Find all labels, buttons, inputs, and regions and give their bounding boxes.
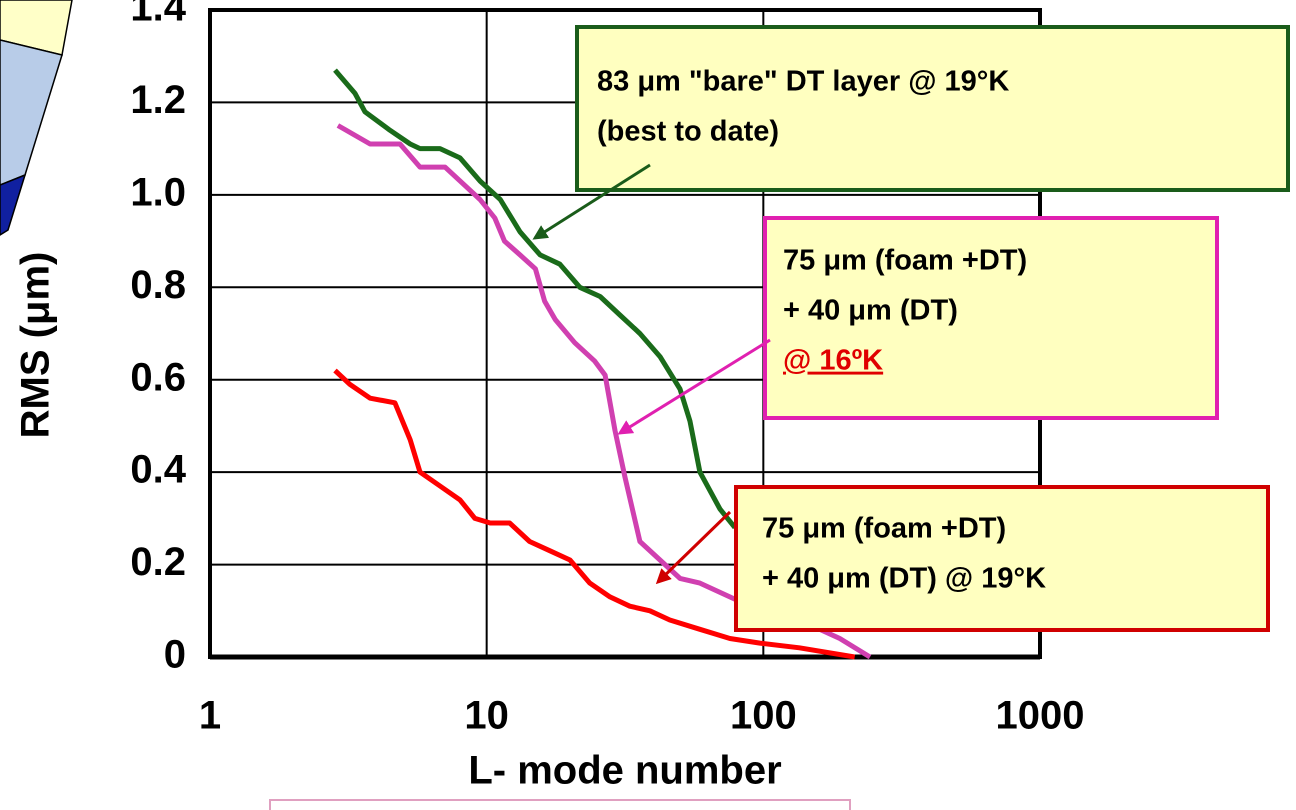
x-tick-label: 100 [730,694,797,738]
series-line [336,123,872,660]
annotation-arrow [617,338,771,435]
annotation-text: + 40 μm (DT) @ 19°K [762,563,1046,595]
y-tick-label: 0.8 [130,263,186,307]
annotation-text: 83 μm "bare" DT layer @ 19°K [597,66,1009,98]
y-axis-label: RMS (μm) [14,252,58,439]
annotation-text: (best to date) [597,116,779,148]
annotation-box [575,25,1290,192]
y-tick-label: 1.4 [130,0,186,30]
y-tick-label: 0.4 [130,448,186,492]
x-tick-label: 10 [464,694,509,738]
x-tick-label: 1000 [996,694,1085,738]
y-tick-label: 1.2 [130,78,186,122]
y-tick-label: 1.0 [130,170,186,214]
x-axis-label: L- mode number [468,749,781,793]
annotation-text: 75 μm (foam +DT) [762,513,1006,545]
y-tick-label: 0.2 [130,540,186,584]
annotation-box [734,485,1270,632]
y-tick-label: 0 [164,633,186,677]
x-tick-label: 1 [199,694,221,738]
decor [0,173,27,236]
y-tick-label: 0.6 [130,355,186,399]
decor [0,39,63,186]
annotation-arrow [532,163,651,240]
series-line [333,368,856,660]
series-line [333,68,737,530]
annotation-arrow [655,510,732,585]
annotation-text: 75 μm (foam +DT) [783,245,1027,277]
annotation-text: + 40 μm (DT) [783,295,958,327]
annotation-box [763,216,1219,420]
annotation-text: @ 16ºK [783,345,883,377]
decor [269,799,851,810]
